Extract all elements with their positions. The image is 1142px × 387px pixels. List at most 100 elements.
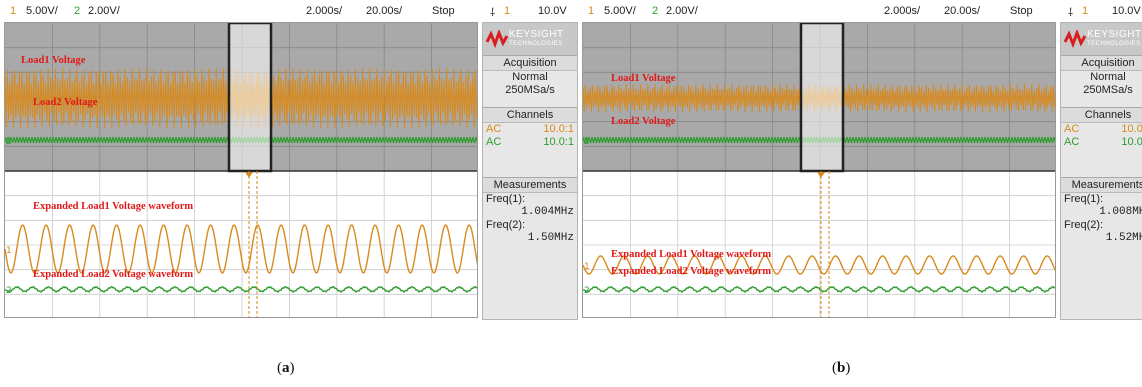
scope-panel-b: 1 5.00V/ 2 2.00V/ 2.000s/ 20.00s/ Stop ⸸… <box>582 0 1142 325</box>
ch1-scale[interactable]: 5.00V/ <box>604 5 636 17</box>
trigger-source[interactable]: 1 <box>1082 5 1089 17</box>
ch2-number[interactable]: 2 <box>652 5 659 17</box>
expanded-load2-label: Expanded Load2 Voltage waveform <box>33 269 194 280</box>
expanded-load1-label: Expanded Load1 Voltage waveform <box>33 201 194 212</box>
logo-text: KEYSIGHT <box>1087 29 1142 40</box>
keysight-wave-icon <box>1064 30 1086 48</box>
scope-sidebar: KEYSIGHT TECHNOLOGIES Acquisition Normal… <box>1060 22 1142 320</box>
freq1-value: 1.004MHz <box>521 206 574 218</box>
zoom-time-per-div[interactable]: 20.00s/ <box>366 5 403 17</box>
scope-sidebar: KEYSIGHT TECHNOLOGIES Acquisition Normal… <box>482 22 578 320</box>
ch2-number[interactable]: 2 <box>74 5 81 17</box>
ch2-scale[interactable]: 2.00V/ <box>88 5 120 17</box>
scope-topbar: 1 5.00V/ 2 2.00V/ 2.000s/ 20.00s/ Stop ⸸… <box>4 0 577 22</box>
logo-subtext: TECHNOLOGIES <box>509 41 563 47</box>
freq1-value: 1.008MHz <box>1099 206 1142 218</box>
ch2-probe: 10.0:1 <box>543 136 574 148</box>
ch1-coupling: AC <box>1064 123 1080 135</box>
ch2-zoom-ground-marker: 2 <box>6 286 12 296</box>
ch2-ground-marker: 2 <box>584 137 590 147</box>
ch1-ground-marker: 1 <box>6 95 12 105</box>
measurements-section[interactable]: Measurements Freq(1): 1.008MHz Freq(2): … <box>1061 177 1142 245</box>
ch2-trace-zoom <box>5 285 477 294</box>
ch1-scale[interactable]: 5.00V/ <box>26 5 58 17</box>
expanded-load2-label: Expanded Load2 Voltage waveform <box>611 266 772 277</box>
load2-label: Load2 Voltage <box>611 116 676 127</box>
waveform-svg: 1 2 1 2 <box>583 23 1055 317</box>
ch2-probe: 10.0:1 <box>1121 136 1142 148</box>
sample-rate: 250MSa/s <box>1083 84 1133 96</box>
waveform-display[interactable]: 1 2 1 2 Load1 Voltage Load2 Voltage Expande… <box>4 22 478 318</box>
ch2-trace-zoom <box>583 285 1055 294</box>
freq2-label: Freq(2): <box>486 219 526 231</box>
ch2-coupling: AC <box>486 136 502 148</box>
freq1-label: Freq(1): <box>486 193 526 205</box>
measurements-section[interactable]: Measurements Freq(1): 1.004MHz Freq(2): … <box>483 177 577 245</box>
measurements-title: Measurements <box>1061 178 1142 193</box>
channels-section[interactable]: Channels AC 10.0:1 AC 10.0:1 <box>483 107 577 149</box>
zoom-window-box <box>799 23 845 173</box>
channel-2-row[interactable]: AC 10.0:1 <box>1061 136 1142 149</box>
channels-title: Channels <box>1061 108 1142 123</box>
acquisition-mode: Normal <box>512 71 548 83</box>
waveform-display[interactable]: 1 2 1 2 Load1 Voltage Load2 Voltage Expande… <box>582 22 1056 318</box>
freq2-label: Freq(2): <box>1064 219 1104 231</box>
ch1-number[interactable]: 1 <box>10 5 17 17</box>
ch1-zoom-ground-marker: 1 <box>6 246 12 256</box>
scope-panel-a: 1 5.00V/ 2 2.00V/ 2.000s/ 20.00s/ Stop ⸸… <box>4 0 578 325</box>
ch2-coupling: AC <box>1064 136 1080 148</box>
ch1-zoom-ground-marker: 1 <box>584 262 590 272</box>
ch1-number[interactable]: 1 <box>588 5 595 17</box>
ch1-coupling: AC <box>486 123 502 135</box>
brand-logo: KEYSIGHT TECHNOLOGIES <box>1061 23 1142 55</box>
channels-section[interactable]: Channels AC 10.0:1 AC 10.0:1 <box>1061 107 1142 149</box>
acquisition-title: Acquisition <box>483 56 577 71</box>
logo-text: KEYSIGHT <box>509 29 564 40</box>
load2-label: Load2 Voltage <box>33 97 98 108</box>
time-per-div[interactable]: 2.000s/ <box>306 5 343 17</box>
trigger-level[interactable]: 10.0V <box>1112 5 1141 17</box>
channels-title: Channels <box>483 108 577 123</box>
trigger-position-marker <box>245 172 253 178</box>
run-status[interactable]: Stop <box>432 5 455 17</box>
trigger-position-marker <box>817 172 825 178</box>
measurements-title: Measurements <box>483 178 577 193</box>
sample-rate: 250MSa/s <box>505 84 555 96</box>
keysight-wave-icon <box>486 30 508 48</box>
ch2-zoom-ground-marker: 2 <box>584 286 590 296</box>
channel-1-row[interactable]: AC 10.0:1 <box>1061 123 1142 136</box>
channel-1-row[interactable]: AC 10.0:1 <box>483 123 577 136</box>
ch2-scale[interactable]: 2.00V/ <box>666 5 698 17</box>
ch2-ground-marker: 2 <box>6 137 12 147</box>
load1-label: Load1 Voltage <box>611 73 676 84</box>
zoom-window-background <box>583 171 1055 317</box>
zoom-window-box <box>227 23 273 173</box>
acquisition-mode: Normal <box>1090 71 1126 83</box>
channel-2-row[interactable]: AC 10.0:1 <box>483 136 577 149</box>
acquisition-title: Acquisition <box>1061 56 1142 71</box>
acquisition-section[interactable]: Acquisition Normal 250MSa/s <box>1061 55 1142 97</box>
zoom-window-background <box>5 171 477 317</box>
ch1-trace-zoom <box>5 224 477 274</box>
zoom-time-per-div[interactable]: 20.00s/ <box>944 5 981 17</box>
logo-subtext: TECHNOLOGIES <box>1087 41 1141 47</box>
caption-a: (a) <box>277 360 295 376</box>
trigger-icon[interactable]: ⸸ <box>1068 7 1074 19</box>
freq1-label: Freq(1): <box>1064 193 1104 205</box>
ch1-ground-marker: 1 <box>584 95 590 105</box>
freq2-value: 1.50MHz <box>527 232 574 244</box>
load1-label: Load1 Voltage <box>21 55 86 66</box>
trigger-source[interactable]: 1 <box>504 5 511 17</box>
trigger-level[interactable]: 10.0V <box>538 5 567 17</box>
brand-logo: KEYSIGHT TECHNOLOGIES <box>483 23 577 55</box>
time-per-div[interactable]: 2.000s/ <box>884 5 921 17</box>
caption-b: (b) <box>832 360 851 376</box>
ch1-probe: 10.0:1 <box>543 123 574 135</box>
trigger-icon[interactable]: ⸸ <box>490 7 496 19</box>
run-status[interactable]: Stop <box>1010 5 1033 17</box>
freq2-value: 1.52MHz <box>1105 232 1142 244</box>
ch1-trace-zoom <box>583 255 1055 275</box>
acquisition-section[interactable]: Acquisition Normal 250MSa/s <box>483 55 577 97</box>
scope-topbar: 1 5.00V/ 2 2.00V/ 2.000s/ 20.00s/ Stop ⸸… <box>582 0 1142 22</box>
waveform-svg: 1 2 1 2 <box>5 23 477 317</box>
